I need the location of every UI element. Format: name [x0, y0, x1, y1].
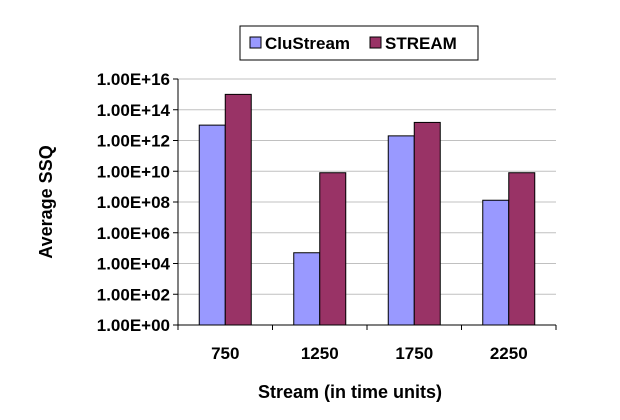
- legend-label-clustream: CluStream: [265, 34, 350, 53]
- y-tick-label: 1.00E+14: [97, 101, 171, 120]
- bar-stream-1750: [413, 121, 441, 326]
- y-axis-title: Average SSQ: [36, 145, 56, 258]
- bar-stream-1250: [319, 172, 347, 326]
- y-tick-label: 1.00E+16: [97, 70, 170, 89]
- x-tick-label: 1250: [301, 344, 339, 363]
- legend-box: [239, 25, 479, 61]
- x-tick-label: 750: [211, 344, 239, 363]
- legend-label-stream: STREAM: [385, 34, 457, 53]
- legend-swatch-clustream: [249, 36, 262, 49]
- y-tick-label: 1.00E+02: [97, 285, 170, 304]
- x-tick-label: 2250: [490, 344, 528, 363]
- bar-clustream-1750: [387, 135, 415, 326]
- y-tick-label: 1.00E+08: [97, 193, 170, 212]
- y-tick-label: 1.00E+10: [97, 162, 170, 181]
- x-axis-title: Stream (in time units): [258, 382, 442, 402]
- bar-clustream-750: [198, 124, 226, 326]
- bar-stream-750: [224, 93, 252, 326]
- y-tick-label: 1.00E+04: [97, 255, 171, 274]
- bar-stream-2250: [508, 172, 536, 326]
- bar-clustream-1250: [293, 252, 321, 326]
- bars: [198, 93, 536, 326]
- bar-clustream-2250: [482, 199, 510, 326]
- y-tick-label: 1.00E+12: [97, 132, 170, 151]
- y-tick-label: 1.00E+06: [97, 224, 170, 243]
- x-tick-label: 1750: [395, 344, 433, 363]
- x-axis-ticks: 750 1250 1750 2250: [177, 325, 557, 363]
- y-axis-ticks: 1.00E+00 1.00E+02 1.00E+04 1.00E+06 1.00E+08…: [97, 70, 178, 335]
- y-tick-label: 1.00E+00: [97, 316, 170, 335]
- legend-swatch-stream: [369, 36, 382, 49]
- legend: CluStream STREAM: [239, 25, 479, 61]
